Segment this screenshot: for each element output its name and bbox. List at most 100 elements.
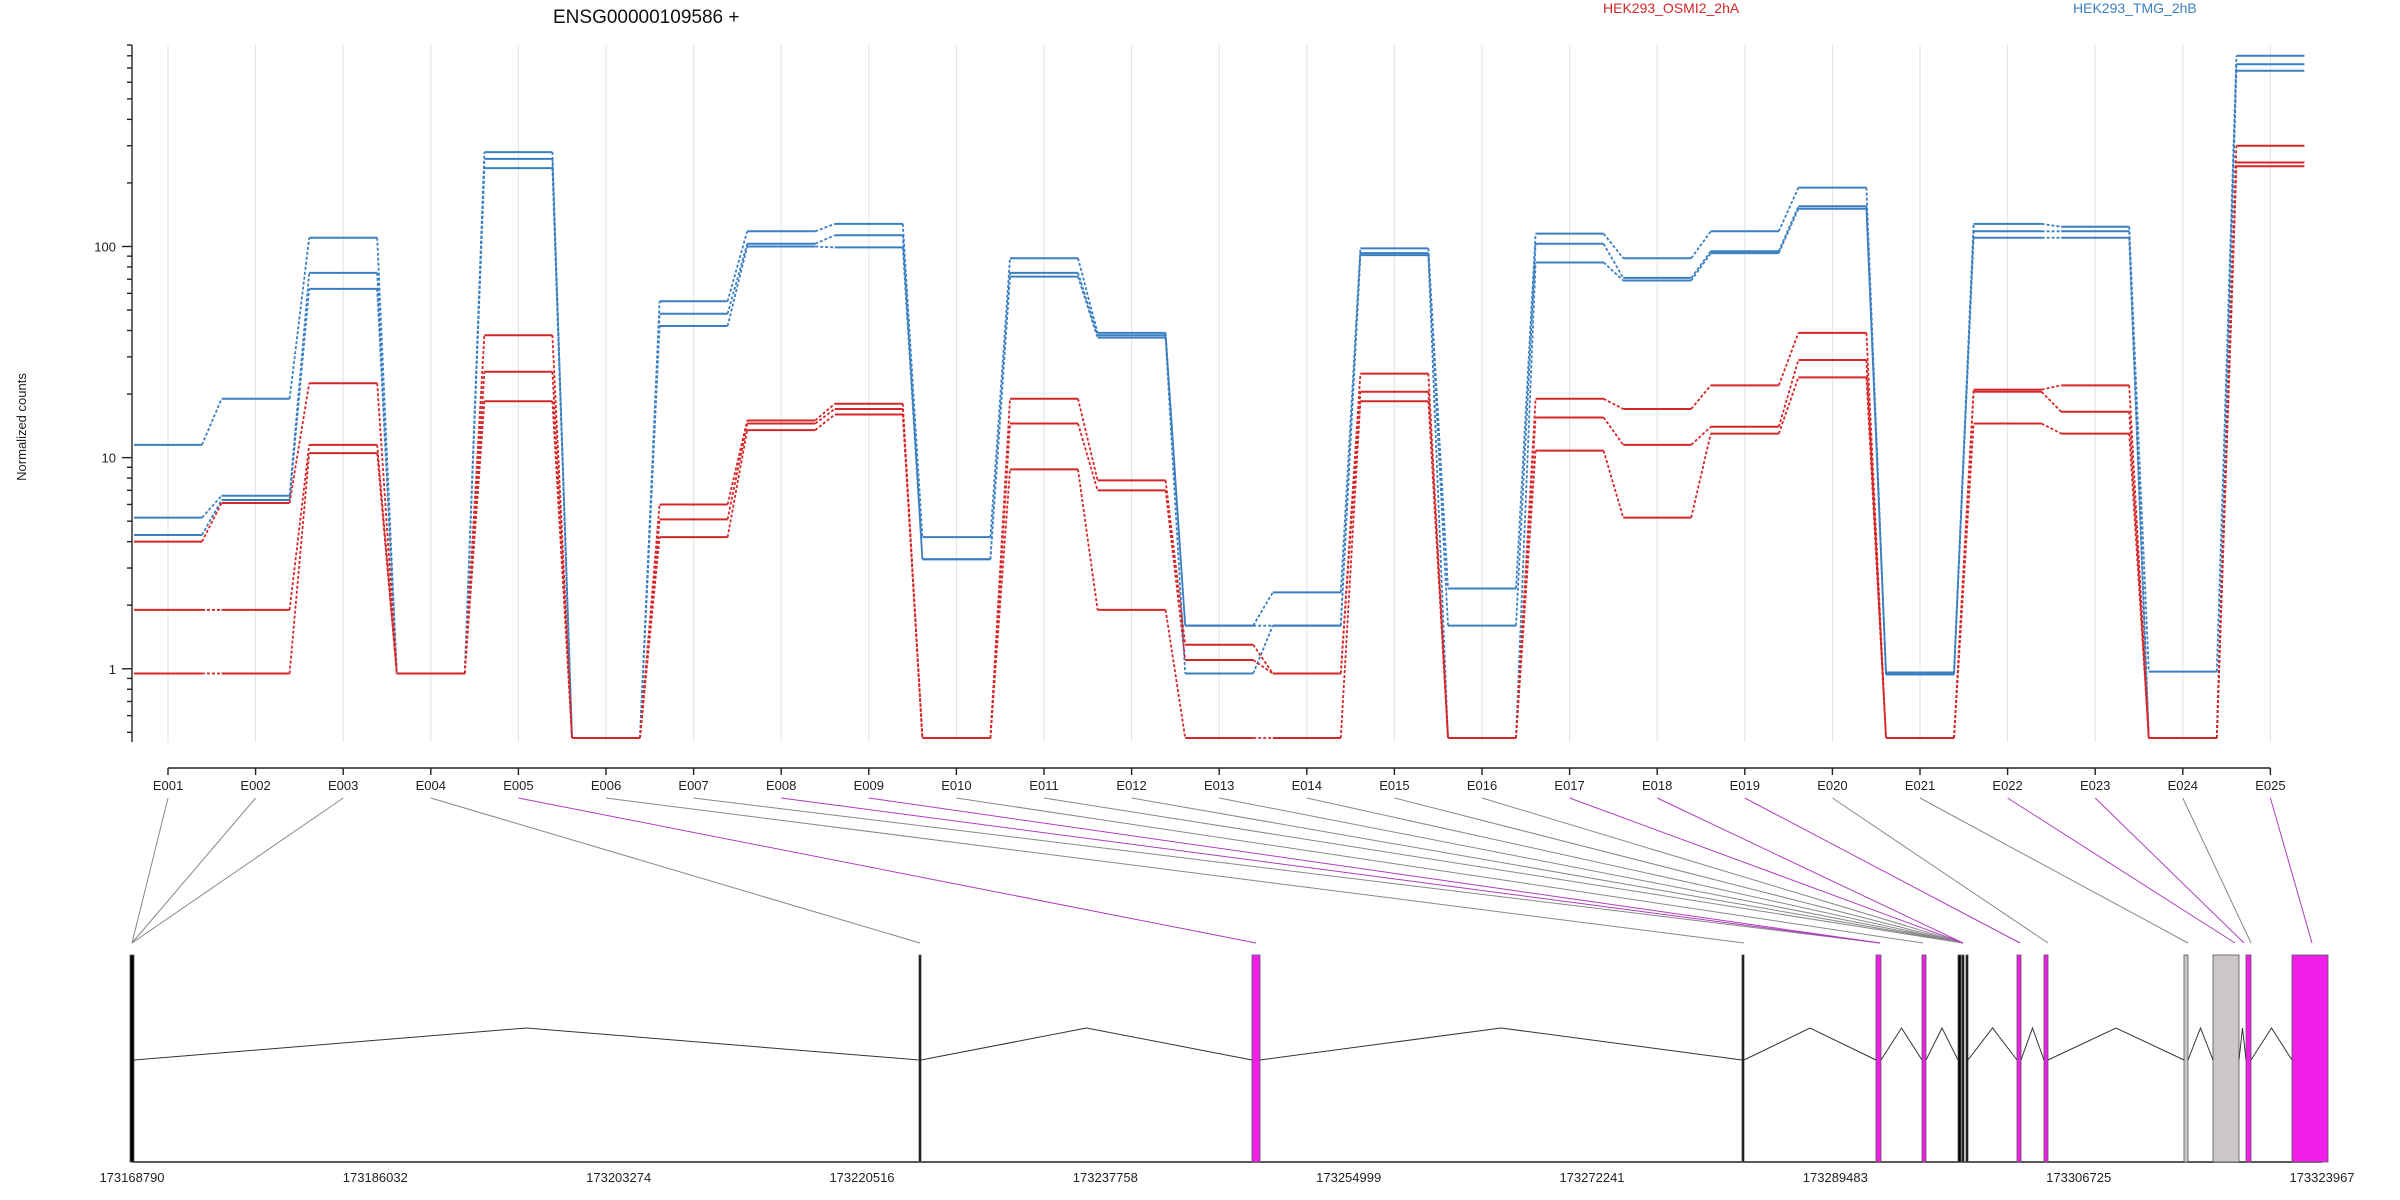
connector-E014 bbox=[1306, 797, 1964, 944]
legend-tmg: HEK293_TMG_2hB bbox=[2073, 0, 2197, 16]
connector-E018 bbox=[1656, 797, 1964, 944]
x-tick-label-E003: E003 bbox=[328, 778, 358, 793]
genomic-tick-label: 173289483 bbox=[1803, 1170, 1868, 1185]
x-tick-label-E001: E001 bbox=[153, 778, 183, 793]
intron-5 bbox=[1880, 1027, 1923, 1061]
x-tick-label-E011: E011 bbox=[1029, 778, 1058, 793]
x-tick-label-E005: E005 bbox=[503, 778, 533, 793]
intron-11 bbox=[2047, 1027, 2185, 1061]
connector-E006 bbox=[605, 797, 1745, 944]
x-tick-label-E024: E024 bbox=[2168, 778, 2198, 793]
connector-E001 bbox=[131, 797, 169, 944]
genomic-axis: 173168790 173186032 173203274 173220516 1732… bbox=[99, 1170, 2354, 1185]
x-axis: E001 E002 E003 E004 E005 E006 E007 E008 E009 E010… bbox=[153, 767, 2286, 793]
exon-block-15 bbox=[2291, 954, 2329, 1163]
x-tick-label-E023: E023 bbox=[2080, 778, 2110, 793]
x-tick-label-E004: E004 bbox=[416, 778, 446, 793]
series-1-connector bbox=[201, 55, 2238, 739]
intron-2 bbox=[920, 1027, 1253, 1061]
x-tick-label-E013: E013 bbox=[1204, 778, 1234, 793]
connector-E024 bbox=[2182, 797, 2252, 944]
y-tick-label: 10 bbox=[102, 451, 116, 466]
intron-10 bbox=[2020, 1026, 2045, 1061]
series-3-connector bbox=[201, 70, 2238, 739]
genomic-tick-label: 173323967 bbox=[2289, 1170, 2354, 1185]
x-tick-label-E010: E010 bbox=[941, 778, 971, 793]
x-tick-label-E019: E019 bbox=[1730, 778, 1760, 793]
genomic-tick-label: 173168790 bbox=[99, 1170, 164, 1185]
genomic-tick-label: 173272241 bbox=[1559, 1170, 1624, 1185]
series-6-connector bbox=[202, 166, 2238, 739]
connector-E013 bbox=[1219, 797, 1964, 944]
exon-connectors bbox=[131, 797, 2313, 944]
connector-E011 bbox=[1043, 797, 1964, 944]
x-tick-label-E021: E021 bbox=[1905, 778, 1935, 793]
connector-E023 bbox=[2094, 797, 2245, 944]
connector-E016 bbox=[1481, 797, 1964, 944]
gene-model bbox=[129, 954, 2329, 1163]
exon-block-13 bbox=[2212, 954, 2240, 1163]
genomic-tick-label: 173237758 bbox=[1073, 1170, 1138, 1185]
intron-3 bbox=[1259, 1027, 1743, 1061]
intron-12 bbox=[2187, 1026, 2214, 1061]
chart-title: ENSG00000109586 + bbox=[553, 7, 739, 28]
y-axis: 1 10 100 bbox=[94, 44, 133, 742]
exon-block-6 bbox=[1921, 954, 1927, 1163]
x-tick-label-E022: E022 bbox=[1992, 778, 2022, 793]
connector-E004 bbox=[430, 797, 921, 944]
x-tick-label-E025: E025 bbox=[2255, 778, 2285, 793]
exon-block-4 bbox=[1741, 954, 1745, 1163]
genomic-tick-label: 173220516 bbox=[829, 1170, 894, 1185]
genomic-tick-label: 173186032 bbox=[343, 1170, 408, 1185]
connector-E022 bbox=[2007, 797, 2236, 944]
exon-block-1 bbox=[129, 954, 135, 1163]
connector-E007 bbox=[693, 797, 1881, 944]
exon-block-7 bbox=[1957, 954, 1962, 1163]
connector-E010 bbox=[956, 797, 1924, 944]
connector-E019 bbox=[1744, 797, 2021, 944]
series-5-connector bbox=[202, 162, 2238, 739]
x-tick-label-E020: E020 bbox=[1817, 778, 1847, 793]
exon-block-8 bbox=[1961, 954, 1965, 1163]
x-tick-label-E006: E006 bbox=[591, 778, 621, 793]
genomic-tick-label: 173306725 bbox=[2046, 1170, 2111, 1185]
exon-block-14 bbox=[2245, 954, 2252, 1163]
intron-4 bbox=[1743, 1027, 1877, 1061]
x-tick-label-E008: E008 bbox=[766, 778, 796, 793]
y-tick-label: 1 bbox=[109, 662, 116, 677]
exon-block-9 bbox=[1965, 954, 1969, 1163]
connector-E012 bbox=[1131, 797, 1964, 944]
x-tick-label-E018: E018 bbox=[1642, 778, 1672, 793]
y-tick-label: 100 bbox=[94, 239, 116, 254]
connector-E008 bbox=[781, 797, 1881, 944]
exon-block-12 bbox=[2183, 954, 2189, 1163]
x-tick-label-E014: E014 bbox=[1292, 778, 1322, 793]
x-tick-label-E017: E017 bbox=[1554, 778, 1584, 793]
series-lines bbox=[134, 54, 2305, 740]
exon-block-5 bbox=[1875, 954, 1882, 1163]
connector-E003 bbox=[131, 797, 344, 944]
x-tick-label-E016: E016 bbox=[1467, 778, 1497, 793]
x-tick-label-E015: E015 bbox=[1379, 778, 1409, 793]
connector-E002 bbox=[131, 797, 256, 944]
exon-block-3 bbox=[1251, 954, 1261, 1163]
connector-E020 bbox=[1832, 797, 2049, 944]
connector-E017 bbox=[1569, 797, 1964, 944]
connector-E015 bbox=[1394, 797, 1964, 944]
exon-block-11 bbox=[2043, 954, 2049, 1163]
intron-6 bbox=[1925, 1026, 1959, 1061]
intron-1 bbox=[133, 1027, 920, 1061]
intron-13 bbox=[2238, 1027, 2247, 1061]
connector-E025 bbox=[2269, 797, 2313, 944]
genomic-tick-label: 173254999 bbox=[1316, 1170, 1381, 1185]
connector-E021 bbox=[1919, 797, 2189, 944]
x-tick-label-E007: E007 bbox=[678, 778, 708, 793]
x-tick-label-E002: E002 bbox=[240, 778, 270, 793]
exon-block-10 bbox=[2016, 954, 2022, 1163]
x-tick-label-E009: E009 bbox=[854, 778, 884, 793]
genomic-tick-label: 173203274 bbox=[586, 1170, 651, 1185]
legend-osmi2: HEK293_OSMI2_2hA bbox=[1603, 0, 1740, 16]
y-axis-label: Normalized counts bbox=[14, 373, 29, 481]
connector-E009 bbox=[868, 797, 1881, 944]
